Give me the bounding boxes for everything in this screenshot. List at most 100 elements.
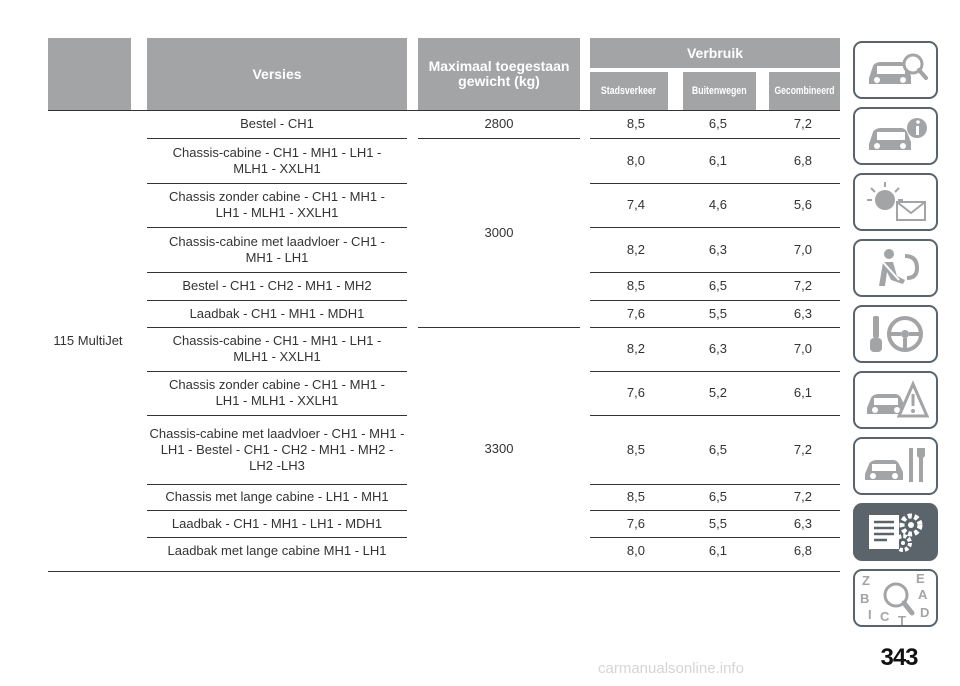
svg-text:I: I [868, 607, 872, 622]
weight-value: 3000 [484, 224, 514, 240]
combined-value-text: 6,1 [793, 385, 812, 400]
row-divider [590, 138, 840, 139]
city-value-text: 7,6 [626, 305, 645, 321]
tab-maintenance[interactable] [853, 437, 938, 495]
table-row-version: Laadbak met lange cabine MH1 - LH1 [147, 537, 407, 565]
svg-text:D: D [920, 605, 929, 620]
city-value: 8,5 [590, 484, 645, 510]
extra-urban-value: 5,2 [672, 371, 727, 415]
row-divider [147, 510, 407, 511]
combined-value-text: 6,8 [793, 543, 812, 558]
version-label: Chassis zonder cabine - CH1 - MH1 - LH1 … [168, 189, 386, 220]
extra-urban-value-text: 6,1 [708, 543, 727, 558]
combined-value: 7,2 [757, 415, 812, 484]
weight-cell: 3300 [418, 327, 580, 571]
city-value-text: 8,5 [626, 489, 645, 504]
tab-emergency[interactable] [853, 371, 938, 429]
table-row-version: Laadbak - CH1 - MH1 - MDH1 [147, 300, 407, 327]
city-value: 7,4 [590, 183, 645, 227]
header-city: Stadsverkeer [590, 72, 668, 110]
version-label: Chassis-cabine met laadvloer - CH1 - MH1… [149, 425, 405, 473]
row-divider [590, 510, 840, 511]
city-value-text: 8,2 [626, 241, 645, 257]
table-row-version: Chassis-cabine met laadvloer - CH1 - MH1… [147, 415, 407, 484]
weight-cell: 3000 [418, 138, 580, 327]
city-value-text: 8,5 [626, 116, 645, 131]
tab-car-info[interactable] [853, 107, 938, 165]
table-row-version: Chassis-cabine met laadvloer - CH1 - MH1… [147, 227, 407, 272]
header-combined-label: Gecombineerd [774, 85, 835, 97]
warning-light-message-icon [866, 182, 926, 221]
row-divider [590, 415, 840, 416]
row-divider [147, 272, 407, 273]
row-divider [147, 371, 407, 372]
tab-safety[interactable] [853, 239, 938, 297]
alphabetical-index-icon: Z E B A I C D T [860, 571, 929, 625]
extra-urban-value: 6,3 [672, 327, 727, 371]
version-label: Chassis-cabine - CH1 - MH1 - LH1 - MLH1 … [172, 144, 382, 176]
city-value: 8,0 [590, 537, 645, 565]
extra-urban-value-text: 5,2 [708, 385, 727, 400]
extra-urban-value-text: 6,5 [708, 441, 727, 457]
tab-car-search[interactable] [853, 41, 938, 99]
combined-value-text: 6,3 [793, 305, 812, 321]
version-label: Chassis met lange cabine - LH1 - MH1 [165, 489, 389, 504]
table-row-version: Laadbak - CH1 - MH1 - LH1 - MDH1 [147, 510, 407, 537]
combined-value-text: 7,2 [793, 441, 812, 457]
combined-value: 6,3 [757, 510, 812, 537]
table-row-version: Chassis-cabine - CH1 - MH1 - LH1 - MLH1 … [147, 138, 407, 183]
header-consumption-label: Verbruik [686, 44, 744, 61]
engine-label: 115 MultiJet [53, 332, 123, 348]
extra-urban-value-text: 6,1 [708, 152, 727, 168]
tab-warning-messages[interactable] [853, 173, 938, 231]
version-label: Laadbak - CH1 - MH1 - MDH1 [189, 305, 365, 321]
combined-value: 7,2 [757, 272, 812, 300]
row-divider [147, 183, 407, 184]
row-divider [590, 327, 840, 328]
extra-urban-value: 6,1 [672, 537, 727, 565]
row-divider [147, 415, 407, 416]
row-divider [147, 327, 407, 328]
extra-urban-value-text: 6,5 [708, 489, 727, 504]
extra-urban-value: 6,5 [672, 484, 727, 510]
extra-urban-value: 6,5 [672, 110, 727, 138]
tab-starting-driving[interactable] [853, 305, 938, 363]
header-engine-cell [48, 38, 131, 110]
row-divider [418, 138, 580, 139]
city-value-text: 7,4 [626, 197, 645, 212]
extra-urban-value: 4,6 [672, 183, 727, 227]
svg-text:E: E [916, 571, 925, 586]
tab-index[interactable]: Z E B A I C D T [853, 569, 938, 627]
key-steering-wheel-icon [869, 316, 923, 352]
extra-urban-value-text: 6,3 [708, 341, 727, 356]
svg-text:T: T [898, 613, 906, 625]
row-divider [418, 327, 580, 328]
city-value-text: 7,6 [626, 385, 645, 400]
table-row-version: Chassis zonder cabine - CH1 - MH1 - LH1 … [147, 371, 407, 415]
seatbelt-airbag-icon [878, 249, 919, 286]
city-value-text: 8,5 [626, 278, 645, 293]
car-search-icon [868, 53, 928, 84]
header-combined: Gecombineerd [769, 72, 840, 110]
page-number: 343 [880, 644, 918, 671]
header-max-weight: Maximaal toegestaan gewicht (kg) [418, 38, 580, 110]
city-value: 8,0 [590, 138, 645, 183]
combined-value: 7,2 [757, 484, 812, 510]
tab-technical-data[interactable] [853, 503, 938, 561]
weight-value: 2800 [484, 116, 514, 131]
version-label: Chassis zonder cabine - CH1 - MH1 - LH1 … [168, 377, 386, 408]
extra-urban-value-text: 6,5 [708, 278, 727, 293]
city-value: 8,5 [590, 110, 645, 138]
table-row-version: Chassis zonder cabine - CH1 - MH1 - LH1 … [147, 183, 407, 227]
table-row-version: Chassis met lange cabine - LH1 - MH1 [147, 484, 407, 510]
extra-urban-value: 6,5 [672, 415, 727, 484]
version-label: Bestel - CH1 [240, 116, 314, 131]
row-divider [147, 138, 407, 139]
city-value: 8,2 [590, 227, 645, 272]
combined-value-text: 6,8 [793, 152, 812, 168]
row-divider [147, 227, 407, 228]
combined-value: 6,8 [757, 138, 812, 183]
version-label: Laadbak met lange cabine MH1 - LH1 [167, 543, 387, 558]
weight-value: 3300 [484, 441, 514, 456]
table-row-version: Chassis-cabine - CH1 - MH1 - LH1 - MLH1 … [147, 327, 407, 371]
